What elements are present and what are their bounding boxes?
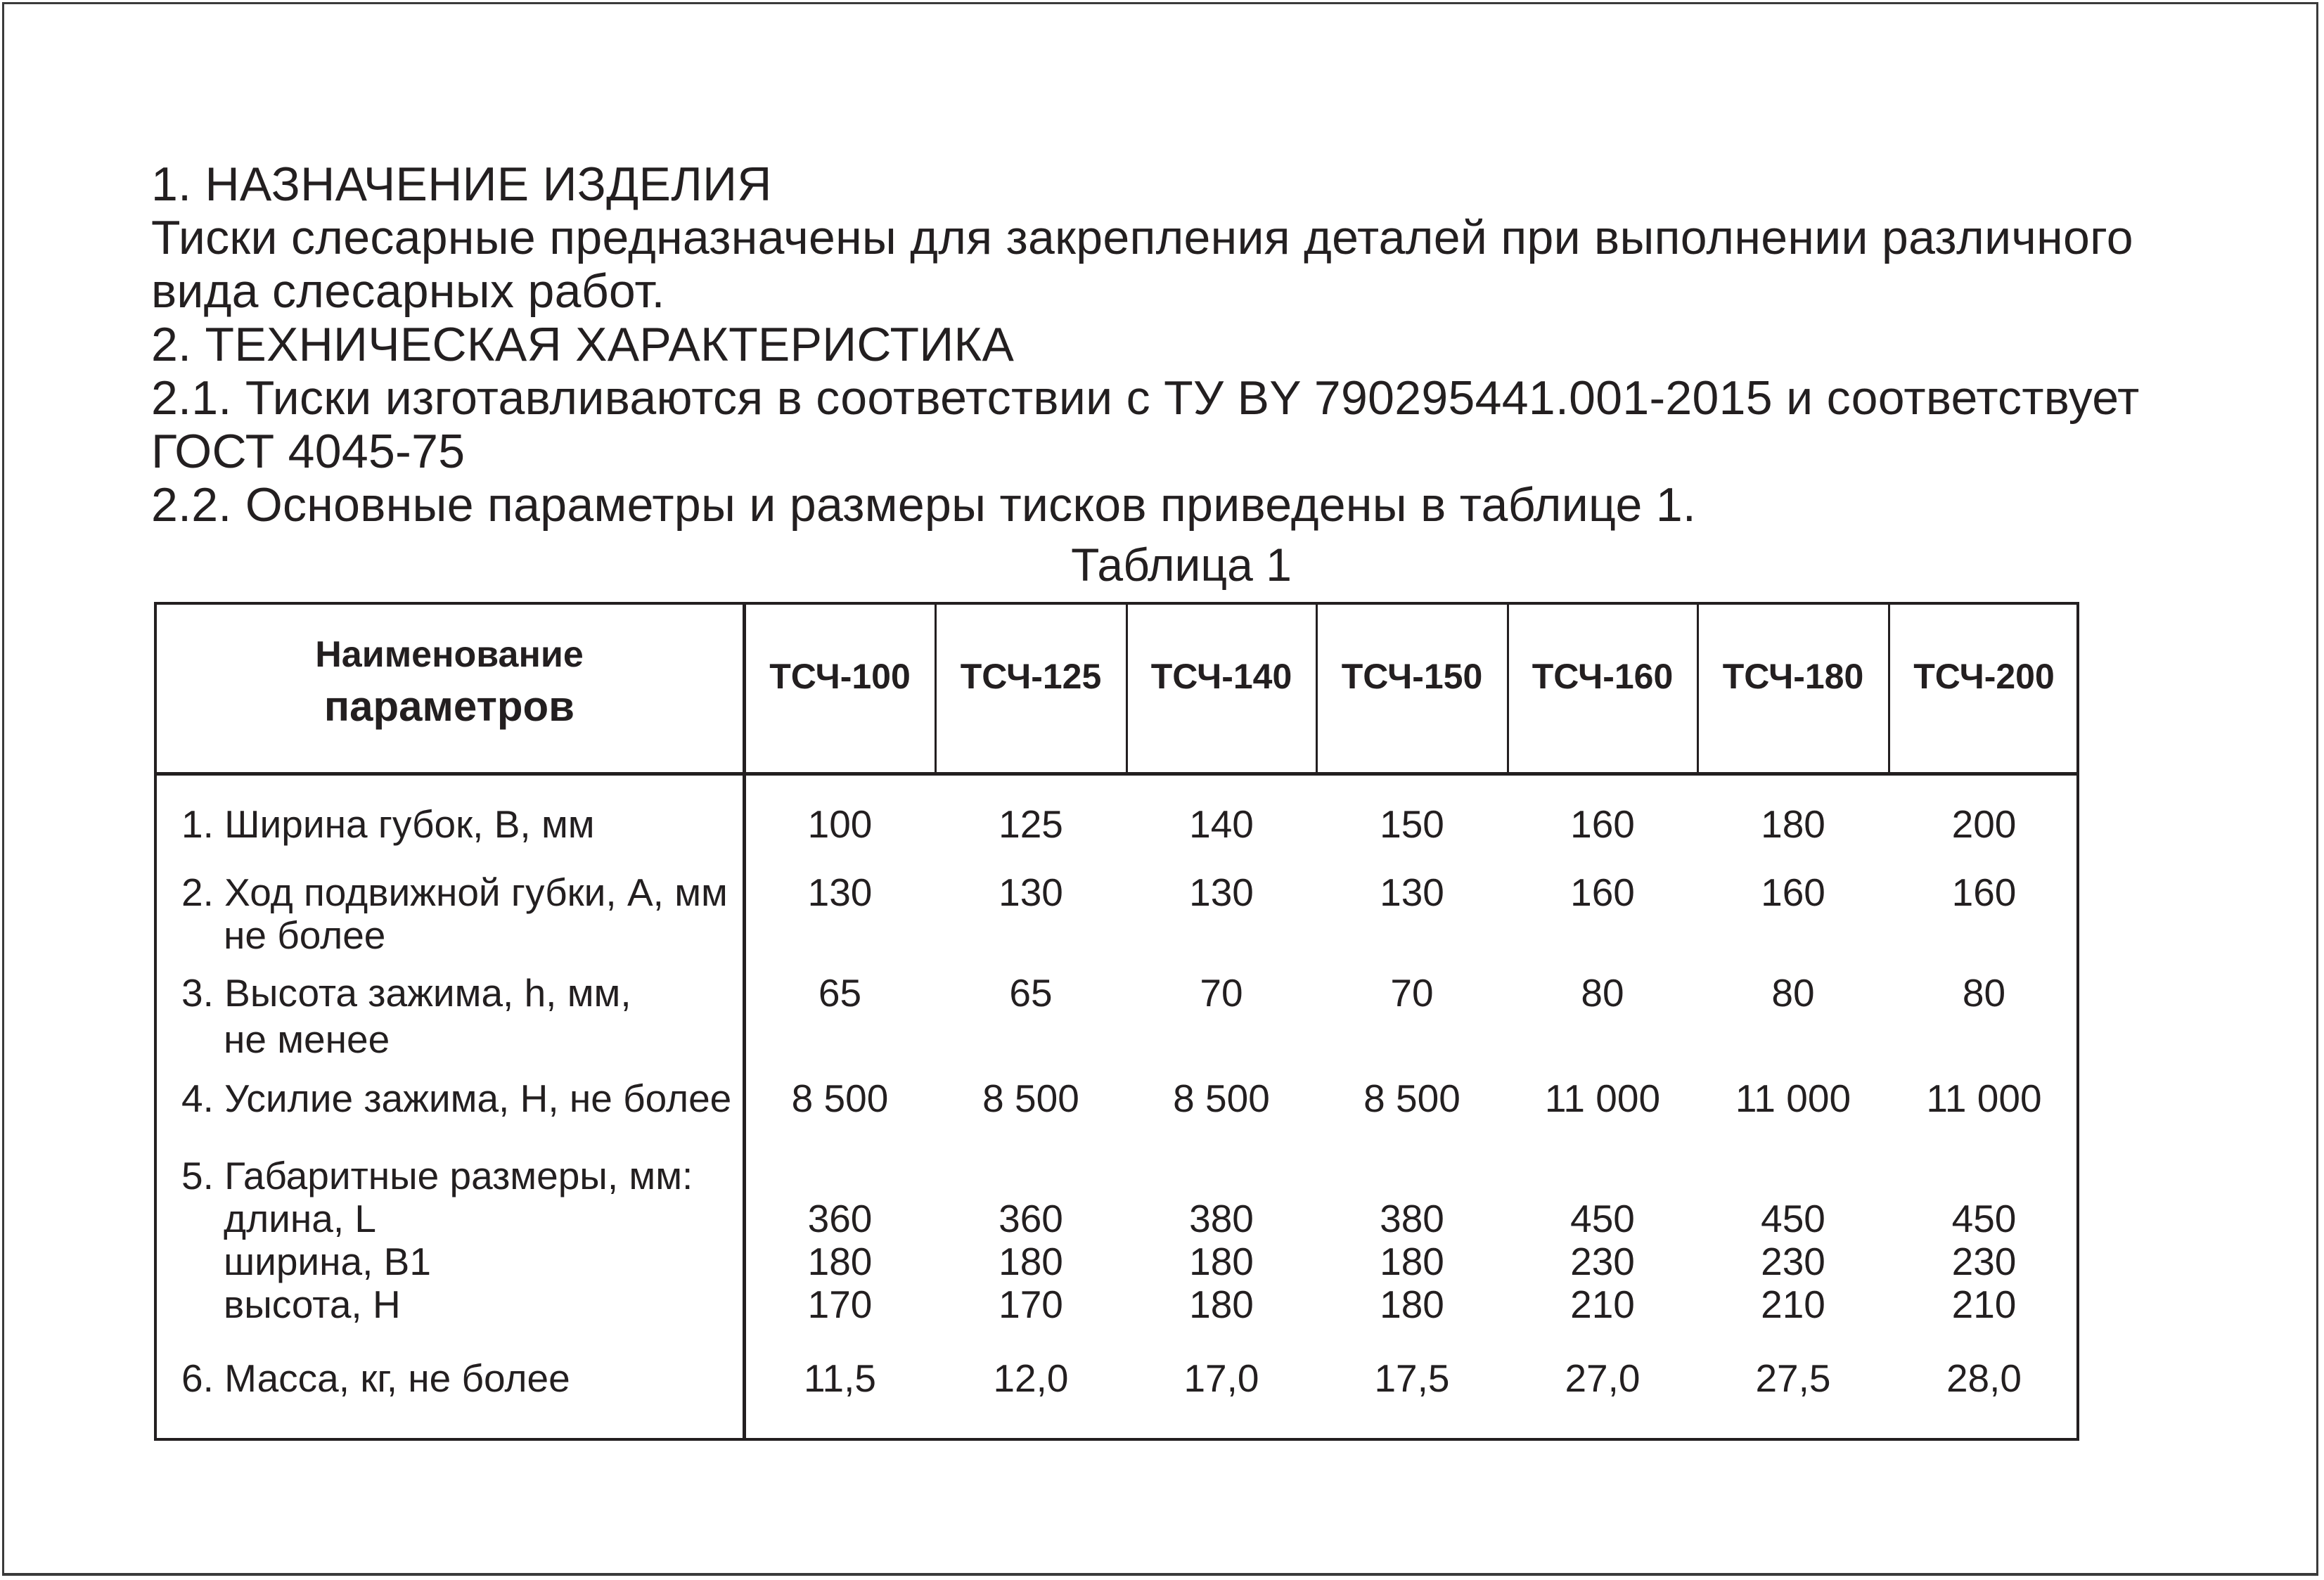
parameter-value: 130 <box>1380 871 1444 914</box>
parameter-label: длина, L <box>224 1197 377 1240</box>
parameter-value: 170 <box>807 1283 873 1326</box>
parameter-value: 360 <box>999 1197 1063 1240</box>
parameter-value: 210 <box>1570 1283 1635 1326</box>
parameter-label: не более <box>224 913 386 957</box>
column-header: ТСЧ-100 <box>769 657 911 696</box>
paragraph-2-2: 2.2. Основные параметры и размеры тисков… <box>151 478 1697 532</box>
parameter-value: 80 <box>1771 971 1815 1015</box>
parameter-value: 17,0 <box>1183 1356 1259 1400</box>
parameter-value: 140 <box>1189 802 1254 846</box>
column-divider <box>1697 602 1699 775</box>
parameter-value: 28,0 <box>1946 1356 2022 1400</box>
parameter-value: 65 <box>818 971 862 1015</box>
parameter-value: 130 <box>1189 871 1254 914</box>
column-header: ТСЧ-140 <box>1150 657 1292 696</box>
column-divider <box>1126 602 1128 775</box>
parameter-value: 27,5 <box>1755 1356 1831 1400</box>
parameter-value: 125 <box>999 802 1063 846</box>
parameter-value: 450 <box>1951 1197 2017 1240</box>
parameter-value: 380 <box>1380 1197 1444 1240</box>
parameter-value: 180 <box>1189 1283 1254 1326</box>
section2-title: 2. ТЕХНИЧЕСКАЯ ХАРАКТЕРИСТИКА <box>151 318 1015 371</box>
parameter-label: 3. Высота зажима, h, мм, <box>181 971 631 1015</box>
parameter-label: ширина, B1 <box>224 1240 431 1283</box>
parameter-value: 8 500 <box>791 1077 889 1120</box>
parameter-value: 27,0 <box>1565 1356 1641 1400</box>
parameter-value: 360 <box>807 1197 873 1240</box>
parameter-value: 130 <box>807 871 873 914</box>
section1-body-line1: Тиски слесарные предназначены для закреп… <box>151 211 2133 264</box>
parameter-value: 65 <box>1009 971 1053 1015</box>
parameter-value: 70 <box>1200 971 1243 1015</box>
section1-title: 1. НАЗНАЧЕНИЕ ИЗДЕЛИЯ <box>151 158 772 211</box>
column-divider <box>1507 602 1509 775</box>
parameter-label: 5. Габаритные размеры, мм: <box>181 1154 693 1197</box>
column-header: ТСЧ-180 <box>1722 657 1864 696</box>
parameter-value: 450 <box>1570 1197 1635 1240</box>
parameter-value: 8 500 <box>1363 1077 1460 1120</box>
header-name-line2: параметров <box>323 683 575 730</box>
parameter-value: 180 <box>1380 1283 1444 1326</box>
parameter-value: 160 <box>1570 871 1635 914</box>
parameter-value: 11 000 <box>1735 1077 1851 1120</box>
parameters-table <box>154 602 2079 1441</box>
paragraph-2-1-line1: 2.1. Тиски изготавливаются в соответстви… <box>151 371 2140 425</box>
parameter-value: 12,0 <box>993 1356 1069 1400</box>
column-header: ТСЧ-125 <box>960 657 1102 696</box>
parameter-value: 170 <box>999 1283 1063 1326</box>
parameter-value: 17,5 <box>1374 1356 1450 1400</box>
parameter-value: 180 <box>1380 1240 1444 1283</box>
parameter-value: 160 <box>1761 871 1825 914</box>
column-divider <box>1888 602 1890 775</box>
parameter-value: 180 <box>1761 802 1825 846</box>
column-header: ТСЧ-160 <box>1532 657 1674 696</box>
parameter-value: 150 <box>1380 802 1444 846</box>
parameter-value: 11 000 <box>1544 1077 1661 1120</box>
parameter-value: 11 000 <box>1926 1077 2042 1120</box>
parameter-value: 380 <box>1189 1197 1254 1240</box>
header-name-line1: Наименование <box>315 634 584 675</box>
parameter-value: 160 <box>1951 871 2017 914</box>
column-divider <box>1316 602 1318 775</box>
column-header: ТСЧ-150 <box>1341 657 1483 696</box>
parameter-value: 450 <box>1761 1197 1825 1240</box>
parameter-value: 210 <box>1951 1283 2017 1326</box>
table-caption: Таблица 1 <box>1071 539 1292 591</box>
parameter-value: 70 <box>1390 971 1434 1015</box>
parameter-value: 230 <box>1761 1240 1825 1283</box>
parameter-label: 1. Ширина губок, В, мм <box>181 802 595 846</box>
parameter-value: 210 <box>1761 1283 1825 1326</box>
parameter-value: 200 <box>1951 802 2017 846</box>
parameter-value: 160 <box>1570 802 1635 846</box>
first-column-divider <box>743 602 746 1441</box>
column-divider <box>935 602 937 775</box>
parameter-value: 11,5 <box>804 1356 876 1400</box>
section1-body-line2: вида слесарных работ. <box>151 264 665 318</box>
parameter-value: 80 <box>1962 971 2006 1015</box>
parameter-value: 130 <box>999 871 1063 914</box>
parameter-value: 8 500 <box>1173 1077 1270 1120</box>
parameter-value: 8 500 <box>982 1077 1079 1120</box>
parameter-value: 80 <box>1581 971 1624 1015</box>
parameter-value: 230 <box>1951 1240 2017 1283</box>
parameter-value: 100 <box>807 802 873 846</box>
parameter-value: 180 <box>999 1240 1063 1283</box>
parameter-label: 6. Масса, кг, не более <box>181 1356 570 1400</box>
paragraph-2-1-line2: ГОСТ 4045-75 <box>151 425 466 478</box>
parameter-value: 230 <box>1570 1240 1635 1283</box>
parameter-value: 180 <box>1189 1240 1254 1283</box>
parameter-value: 180 <box>807 1240 873 1283</box>
parameter-label: не менее <box>224 1017 390 1061</box>
parameter-label: высота, H <box>224 1283 401 1326</box>
column-header: ТСЧ-200 <box>1913 657 2055 696</box>
header-divider <box>154 772 2079 776</box>
parameter-label: 4. Усилие зажима, Н, не более <box>181 1077 732 1120</box>
parameter-label: 2. Ход подвижной губки, А, мм <box>181 871 728 914</box>
